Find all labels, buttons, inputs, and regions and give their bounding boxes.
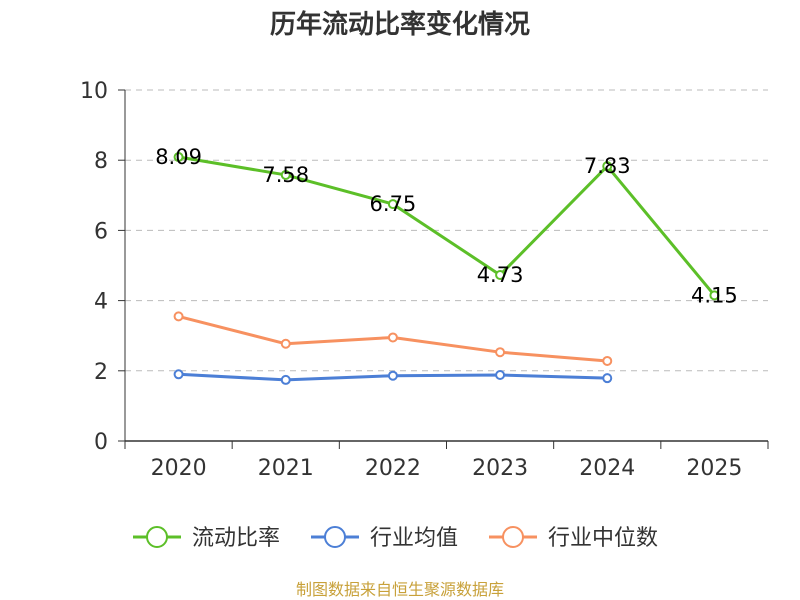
data-label: 7.58 xyxy=(262,163,309,187)
data-point xyxy=(173,311,184,322)
data-label: 4.73 xyxy=(477,263,524,287)
data-point xyxy=(387,370,398,381)
y-tick-label: 2 xyxy=(94,360,108,385)
legend-label: 行业均值 xyxy=(370,526,458,551)
data-point xyxy=(495,269,506,280)
legend-label: 行业中位数 xyxy=(548,526,658,551)
data-point xyxy=(495,347,506,358)
data-point xyxy=(387,199,398,210)
data-label: 6.75 xyxy=(370,192,417,216)
series-line-0 xyxy=(178,155,716,297)
x-tick-label: 2022 xyxy=(365,456,421,481)
y-tick-label: 6 xyxy=(94,219,108,244)
data-label: 7.83 xyxy=(584,154,631,178)
x-tick-label: 2025 xyxy=(686,456,742,481)
data-point xyxy=(602,373,613,384)
y-tick-label: 10 xyxy=(80,79,108,104)
legend-marker xyxy=(146,526,168,548)
data-point xyxy=(173,369,184,380)
data-label: 8.09 xyxy=(155,145,202,169)
data-point xyxy=(280,338,291,349)
legend-item-2[interactable]: 行业中位数 xyxy=(489,526,658,551)
data-label: 4.15 xyxy=(691,283,738,307)
y-tick-label: 8 xyxy=(94,149,108,174)
data-point xyxy=(173,152,184,163)
data-labels: 8.09 7.58 6.75 4.73 7.83 4.15 xyxy=(155,145,738,307)
x-tick-label: 2024 xyxy=(579,456,635,481)
legend-item-0[interactable]: 流动比率 xyxy=(133,526,280,551)
data-point xyxy=(602,355,613,366)
gridlines xyxy=(125,89,768,372)
axes: 0 2 4 6 8 10 2020 2021 2022 2023 2024 2025 xyxy=(80,79,769,481)
data-point xyxy=(709,290,720,301)
legend-marker xyxy=(502,526,524,548)
source-note: 制图数据来自恒生聚源数据库 xyxy=(296,580,504,599)
x-tick-label: 2020 xyxy=(151,456,207,481)
data-point xyxy=(495,370,506,381)
legend-item-1[interactable]: 行业均值 xyxy=(311,526,458,551)
data-point xyxy=(387,332,398,343)
chart-title: 历年流动比率变化情况 xyxy=(270,9,530,40)
x-tick-label: 2023 xyxy=(472,456,528,481)
data-point xyxy=(602,161,613,172)
legend-marker xyxy=(324,526,346,548)
y-tick-label: 0 xyxy=(94,430,108,455)
legend-label: 流动比率 xyxy=(192,526,280,551)
x-tick-label: 2021 xyxy=(258,456,314,481)
y-tick-label: 4 xyxy=(94,290,108,315)
series-lines xyxy=(173,152,720,385)
data-point xyxy=(280,169,291,180)
legend[interactable]: 流动比率 行业均值 行业中位数 xyxy=(133,526,658,551)
data-point xyxy=(280,374,291,385)
